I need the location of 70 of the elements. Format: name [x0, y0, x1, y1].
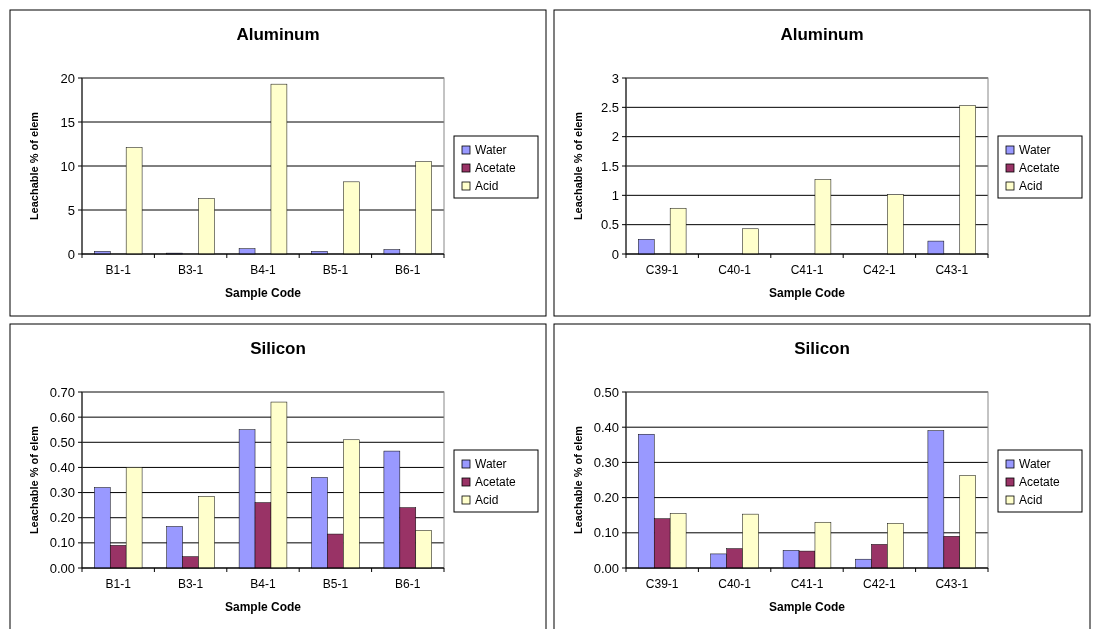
y-tick-label: 0 [67, 246, 75, 262]
x-tick-label: C41-1 [790, 577, 824, 591]
y-tick-label: 15 [60, 114, 75, 130]
y-tick-label: 20 [60, 70, 75, 86]
x-tick-label: B4-1 [250, 263, 276, 277]
x-tick-label: C40-1 [718, 577, 752, 591]
y-tick-label: 0.00 [593, 560, 619, 576]
y-tick-label: 5 [67, 202, 75, 218]
y-tick-label: 0.10 [49, 535, 75, 551]
legend-label: Acid [1019, 493, 1043, 508]
legend-label: Water [475, 457, 507, 472]
y-tick-label: 0.5 [600, 217, 619, 233]
legend-label: Acid [475, 493, 499, 508]
y-tick-label: 0.20 [49, 510, 75, 526]
y-tick-label: 3 [611, 70, 619, 86]
x-axis-title: Sample Code [768, 600, 846, 614]
x-tick-label: B6-1 [395, 577, 421, 591]
legend-label: Acetate [1019, 475, 1061, 490]
x-tick-label: B6-1 [395, 263, 421, 277]
legend-label: Acid [1019, 179, 1043, 194]
y-tick-label: 0.30 [593, 454, 619, 470]
legend-label: Water [1019, 457, 1051, 472]
legend-label: Water [1019, 143, 1051, 158]
y-tick-label: 0.10 [593, 525, 619, 541]
legend-label: Acetate [1019, 161, 1061, 176]
x-tick-label: B1-1 [105, 577, 132, 591]
x-tick-label: C42-1 [863, 263, 897, 277]
x-tick-label: C40-1 [718, 263, 752, 277]
x-axis-title: Sample Code [768, 286, 846, 300]
y-tick-label: 1 [611, 187, 619, 203]
y-tick-label: 0.20 [593, 490, 619, 506]
y-tick-label: 0.70 [49, 384, 75, 400]
x-tick-label: B3-1 [177, 263, 204, 277]
x-tick-label: B5-1 [322, 577, 349, 591]
y-axis-title: Leachable % of elem [572, 425, 584, 535]
y-axis-title: Leachable % of elem [28, 425, 40, 535]
y-tick-label: 0.40 [593, 419, 619, 435]
y-tick-label: 2 [611, 129, 619, 145]
legend-label: Acid [475, 179, 499, 194]
y-axis-title: Leachable % of elem [572, 111, 584, 221]
y-tick-label: 0.00 [49, 560, 75, 576]
x-tick-label: C43-1 [935, 263, 969, 277]
x-tick-label: C42-1 [863, 577, 897, 591]
chart-title: Silicon [794, 339, 850, 358]
legend-label: Water [475, 143, 507, 158]
x-tick-label: B5-1 [322, 263, 349, 277]
y-tick-label: 0.50 [49, 434, 75, 450]
x-tick-label: C39-1 [645, 577, 679, 591]
y-tick-label: 2.5 [600, 99, 619, 115]
y-tick-label: 10 [60, 158, 75, 174]
y-axis-title: Leachable % of elem [28, 111, 40, 221]
x-tick-label: B1-1 [105, 263, 132, 277]
x-axis-title: Sample Code [224, 286, 302, 300]
x-tick-label: C39-1 [645, 263, 679, 277]
y-tick-label: 1.5 [600, 158, 619, 174]
legend-label: Acetate [475, 475, 517, 490]
x-tick-label: C43-1 [935, 577, 969, 591]
x-tick-label: C41-1 [790, 263, 824, 277]
x-tick-label: B3-1 [177, 577, 204, 591]
x-tick-label: B4-1 [250, 577, 276, 591]
y-tick-label: 0.60 [49, 409, 75, 425]
x-axis-title: Sample Code [224, 600, 302, 614]
y-tick-label: 0.50 [593, 384, 619, 400]
y-tick-label: 0.30 [49, 485, 75, 501]
chart-title: Aluminum [780, 25, 864, 44]
y-tick-label: 0.40 [49, 459, 75, 475]
legend-label: Acetate [475, 161, 517, 176]
chart-title: Silicon [250, 339, 306, 358]
chart-title: Aluminum [236, 25, 320, 44]
y-tick-label: 0 [611, 246, 619, 262]
